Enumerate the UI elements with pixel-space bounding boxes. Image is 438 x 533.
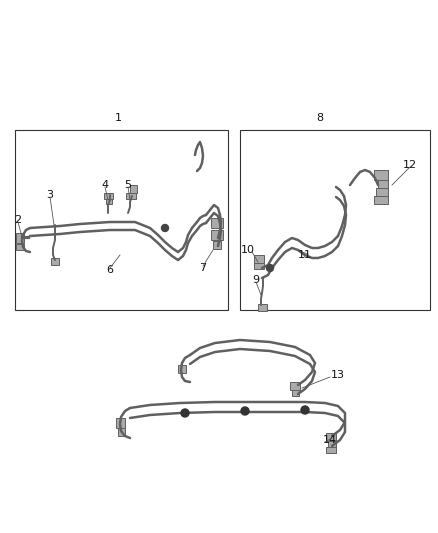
Text: 12: 12 xyxy=(403,160,417,170)
Bar xyxy=(326,433,336,441)
Text: 4: 4 xyxy=(102,180,109,190)
Circle shape xyxy=(266,264,273,271)
Bar xyxy=(240,130,430,310)
Text: 10: 10 xyxy=(241,245,255,255)
Bar xyxy=(254,263,264,269)
Text: 14: 14 xyxy=(323,435,337,445)
Text: 11: 11 xyxy=(298,250,312,260)
Text: 3: 3 xyxy=(46,190,53,200)
Text: 5: 5 xyxy=(124,180,131,190)
Bar xyxy=(374,196,388,204)
Bar xyxy=(254,255,264,263)
Bar xyxy=(211,218,223,228)
Bar xyxy=(258,304,267,311)
Circle shape xyxy=(162,224,169,231)
Bar xyxy=(374,170,388,180)
Bar xyxy=(290,382,300,390)
Bar xyxy=(378,180,388,188)
Text: 8: 8 xyxy=(316,113,324,123)
Text: 2: 2 xyxy=(14,215,21,225)
Text: 6: 6 xyxy=(106,265,113,275)
Circle shape xyxy=(181,409,189,417)
Text: 7: 7 xyxy=(199,263,207,273)
Bar xyxy=(15,130,228,310)
Circle shape xyxy=(241,407,249,415)
Bar xyxy=(376,188,388,196)
Text: 1: 1 xyxy=(114,113,121,123)
Bar xyxy=(126,193,136,199)
Bar xyxy=(326,447,336,453)
Bar xyxy=(178,365,186,373)
Circle shape xyxy=(301,406,309,414)
Bar xyxy=(106,199,112,204)
Bar xyxy=(213,241,221,249)
Bar xyxy=(51,258,59,265)
Bar xyxy=(211,230,223,240)
Bar xyxy=(130,185,137,193)
Text: 13: 13 xyxy=(331,370,345,380)
Bar xyxy=(328,441,336,447)
Bar xyxy=(116,418,125,428)
Bar xyxy=(104,193,113,199)
Bar xyxy=(118,428,125,436)
Text: 9: 9 xyxy=(252,275,260,285)
Bar xyxy=(292,390,299,396)
Bar xyxy=(16,233,24,243)
Bar xyxy=(16,244,24,250)
